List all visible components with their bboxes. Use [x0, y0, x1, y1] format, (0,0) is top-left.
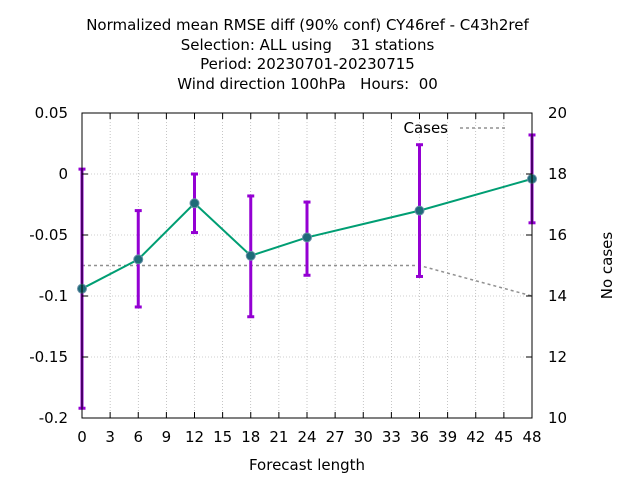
data-point	[302, 232, 312, 243]
x-tick-label: 27	[326, 428, 345, 446]
y-tick-label: -0.15	[29, 348, 68, 366]
y2-tick-label: 12	[548, 348, 567, 366]
y-tick-label: -0.2	[39, 409, 68, 427]
y2-tick-label: 20	[548, 104, 567, 122]
y-tick-label: 0.05	[35, 104, 68, 122]
y-tick-label: -0.1	[39, 287, 68, 305]
axis-ticks: 0 3 6 9 12 15 18 21 24 27 30 33 36 39 42 45 480.050-0.05…	[29, 104, 567, 446]
x-tick-label: 33	[382, 428, 401, 446]
x-tick-label: 18	[241, 428, 260, 446]
x-tick-label: 6	[133, 428, 143, 446]
x-tick-label: 0	[77, 428, 87, 446]
x-tick-label: 3	[105, 428, 115, 446]
y2-tick-label: 16	[548, 226, 567, 244]
data-point	[189, 198, 200, 209]
y2-tick-label: 10	[548, 409, 567, 427]
x-tick-label: 9	[162, 428, 172, 446]
x-tick-label: 15	[213, 428, 232, 446]
data-point	[133, 254, 144, 265]
chart-title: Normalized mean RMSE diff (90% conf) CY4…	[0, 16, 615, 94]
mean-diff-series	[77, 173, 537, 294]
x-tick-label: 45	[494, 428, 513, 446]
data-point	[414, 205, 425, 216]
x-tick-label: 42	[466, 428, 485, 446]
title-line-2: Selection: ALL using 31 stations	[180, 35, 435, 54]
title-line-4: Wind direction 100hPa Hours: 00	[177, 74, 438, 93]
x-tick-label: 12	[185, 428, 204, 446]
y2-tick-label: 18	[548, 165, 567, 183]
y-tick-label: 0	[58, 165, 68, 183]
x-tick-label: 24	[297, 428, 316, 446]
y-tick-label: -0.05	[29, 226, 68, 244]
x-axis-label: Forecast length	[249, 456, 365, 474]
errorbars	[78, 133, 536, 410]
x-tick-label: 36	[410, 428, 429, 446]
x-tick-label: 30	[354, 428, 373, 446]
legend: Cases	[403, 119, 506, 137]
x-tick-label: 21	[269, 428, 288, 446]
title-line-1: Normalized mean RMSE diff (90% conf) CY4…	[86, 16, 529, 34]
y2-axis-label: No cases	[598, 232, 616, 300]
plot-frame	[81, 112, 533, 419]
legend-label-cases: Cases	[403, 119, 448, 137]
x-tick-label: 39	[438, 428, 457, 446]
x-tick-label: 48	[522, 428, 541, 446]
grid-lines	[82, 113, 532, 418]
title-line-3: Period: 20230701-20230715	[200, 55, 415, 73]
y2-tick-label: 14	[548, 287, 567, 305]
data-point	[245, 250, 256, 261]
